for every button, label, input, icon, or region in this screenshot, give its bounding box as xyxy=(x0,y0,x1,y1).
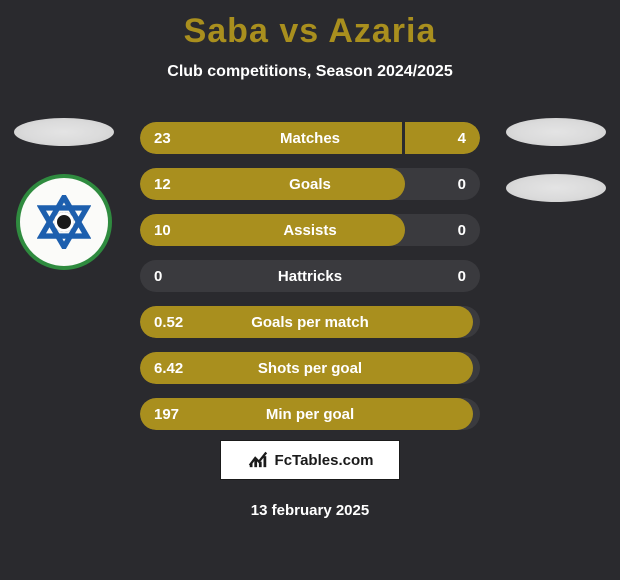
stat-label: Min per goal xyxy=(140,406,480,423)
player-photo-placeholder-left xyxy=(14,118,114,146)
stat-label: Goals per match xyxy=(140,314,480,331)
stat-row: 0.52Goals per match xyxy=(140,306,480,338)
star-of-david-icon xyxy=(37,195,91,249)
stat-row: 23Matches4 xyxy=(140,122,480,154)
stat-value-right: 4 xyxy=(458,130,466,147)
player-photo-placeholder-right xyxy=(506,118,606,146)
soccer-ball-icon xyxy=(54,212,74,232)
fctables-logo: FcTables.com xyxy=(220,440,400,480)
logo-text: FcTables.com xyxy=(275,452,374,469)
stat-label: Assists xyxy=(140,222,480,239)
right-column xyxy=(506,118,606,202)
footer-date: 13 february 2025 xyxy=(0,502,620,519)
stat-label: Shots per goal xyxy=(140,360,480,377)
stat-row: 12Goals0 xyxy=(140,168,480,200)
club-badge-placeholder-right xyxy=(506,174,606,202)
stat-label: Matches xyxy=(140,130,480,147)
infographic-container: Saba vs Azaria Club competitions, Season… xyxy=(0,0,620,81)
stat-row: 197Min per goal xyxy=(140,398,480,430)
page-title: Saba vs Azaria xyxy=(0,0,620,51)
stat-value-right: 0 xyxy=(458,222,466,239)
subtitle: Club competitions, Season 2024/2025 xyxy=(0,63,620,81)
chart-icon xyxy=(247,447,269,473)
stat-value-right: 0 xyxy=(458,268,466,285)
title-player-left: Saba xyxy=(184,12,269,50)
stat-row: 0Hattricks0 xyxy=(140,260,480,292)
stat-bars: 23Matches412Goals010Assists00Hattricks00… xyxy=(140,122,480,430)
stat-row: 10Assists0 xyxy=(140,214,480,246)
stat-row: 6.42Shots per goal xyxy=(140,352,480,384)
title-vs: vs xyxy=(279,12,319,50)
left-column xyxy=(14,118,114,270)
club-badge-left xyxy=(16,174,112,270)
title-player-right: Azaria xyxy=(328,12,436,50)
stat-value-right: 0 xyxy=(458,176,466,193)
stat-label: Goals xyxy=(140,176,480,193)
stat-label: Hattricks xyxy=(140,268,480,285)
